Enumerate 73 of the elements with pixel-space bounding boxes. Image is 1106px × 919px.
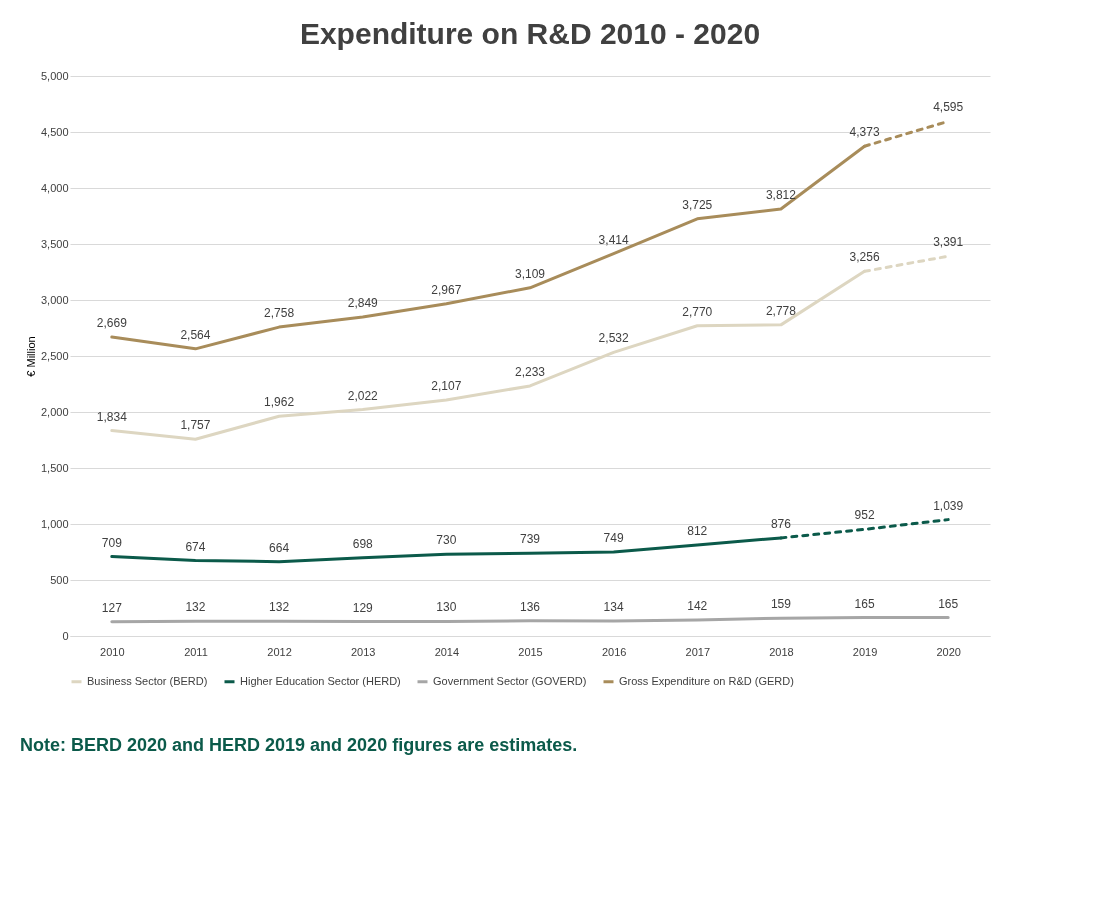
x-tick-label: 2016	[601, 645, 627, 658]
data-label: 3,812	[765, 188, 797, 203]
data-label: 4,373	[849, 125, 880, 140]
data-label: 3,391	[933, 235, 964, 250]
data-label: 165	[854, 596, 875, 611]
data-label: 2,967	[431, 282, 462, 297]
data-label: 129	[352, 600, 374, 615]
data-label: 2,107	[431, 379, 462, 394]
data-label: 1,757	[180, 418, 211, 433]
x-tick-label: 2017	[685, 645, 711, 658]
y-tick-label: 0	[62, 629, 69, 642]
x-tick-label: 2013	[350, 645, 376, 658]
data-label: 1,962	[264, 395, 295, 410]
data-label: 165	[938, 596, 959, 611]
x-tick-label: 2018	[769, 645, 794, 658]
legend-label: Business Sector (BERD)	[87, 674, 208, 687]
y-tick-label: 4,000	[40, 181, 69, 194]
data-label: 674	[185, 539, 206, 554]
data-label: 730	[436, 533, 457, 548]
data-label: 739	[519, 532, 541, 547]
y-tick-label: 3,500	[40, 237, 69, 250]
data-label: 812	[687, 524, 708, 539]
y-tick-label: 5,000	[40, 69, 69, 82]
x-tick-label: 2011	[184, 645, 208, 658]
data-label: 2,849	[347, 295, 379, 310]
data-label: 3,109	[514, 266, 546, 281]
data-label: 2,758	[264, 306, 295, 321]
text: Note: BERD 2020 and HERD 2019 and 2020 figures are estimates.	[20, 735, 578, 755]
data-label: 132	[269, 600, 290, 615]
data-label: 709	[101, 535, 123, 550]
y-tick-label: 1,500	[40, 461, 69, 474]
data-label: 132	[185, 600, 206, 615]
x-tick-label: 2012	[267, 645, 292, 658]
data-label: 1,834	[96, 409, 128, 424]
chart-title: Expenditure on R&D 2010 - 2020	[299, 17, 761, 50]
y-tick-label: 4,500	[40, 125, 69, 138]
x-tick-label: 2014	[434, 645, 460, 658]
y-tick-label: 2,500	[40, 349, 69, 362]
data-label: 142	[687, 599, 708, 614]
data-label: 952	[854, 508, 875, 523]
data-label: 2,532	[598, 331, 629, 346]
data-label: 1,039	[933, 498, 964, 513]
data-label: 130	[436, 600, 457, 615]
data-label: 2,564	[180, 327, 211, 342]
legend-label: Government Sector (GOVERD)	[433, 674, 587, 687]
data-label: 127	[101, 600, 123, 615]
data-label: 2,669	[96, 316, 128, 331]
data-label: 698	[352, 536, 374, 551]
y-tick-label: 500	[50, 573, 69, 586]
data-label: 2,233	[514, 364, 546, 379]
data-label: 876	[770, 516, 792, 531]
x-tick-label: 2010	[100, 645, 125, 658]
legend-label: Higher Education Sector (HERD)	[240, 674, 401, 687]
data-label: 2,778	[765, 303, 797, 318]
data-label: 664	[269, 540, 290, 555]
y-tick-label: 1,000	[40, 517, 69, 530]
data-label: 749	[603, 531, 624, 546]
legend-label: Gross Expenditure on R&D (GERD)	[619, 674, 794, 687]
y-tick-label: 2,000	[40, 405, 69, 418]
data-label: 136	[519, 599, 541, 614]
x-tick-label: 2020	[936, 645, 961, 658]
data-label: 3,414	[598, 232, 629, 247]
data-label: 2,770	[682, 304, 713, 319]
data-label: 134	[603, 599, 624, 614]
data-label: 3,256	[849, 250, 880, 265]
x-tick-label: 2019	[852, 645, 878, 658]
data-label: 2,022	[347, 388, 379, 403]
x-tick-label: 2015	[518, 645, 543, 658]
y-axis-title: € Million	[24, 336, 37, 377]
data-label: 159	[770, 597, 792, 612]
data-label: 4,595	[933, 100, 964, 115]
y-tick-label: 3,000	[40, 293, 69, 306]
data-label: 3,725	[682, 197, 713, 212]
